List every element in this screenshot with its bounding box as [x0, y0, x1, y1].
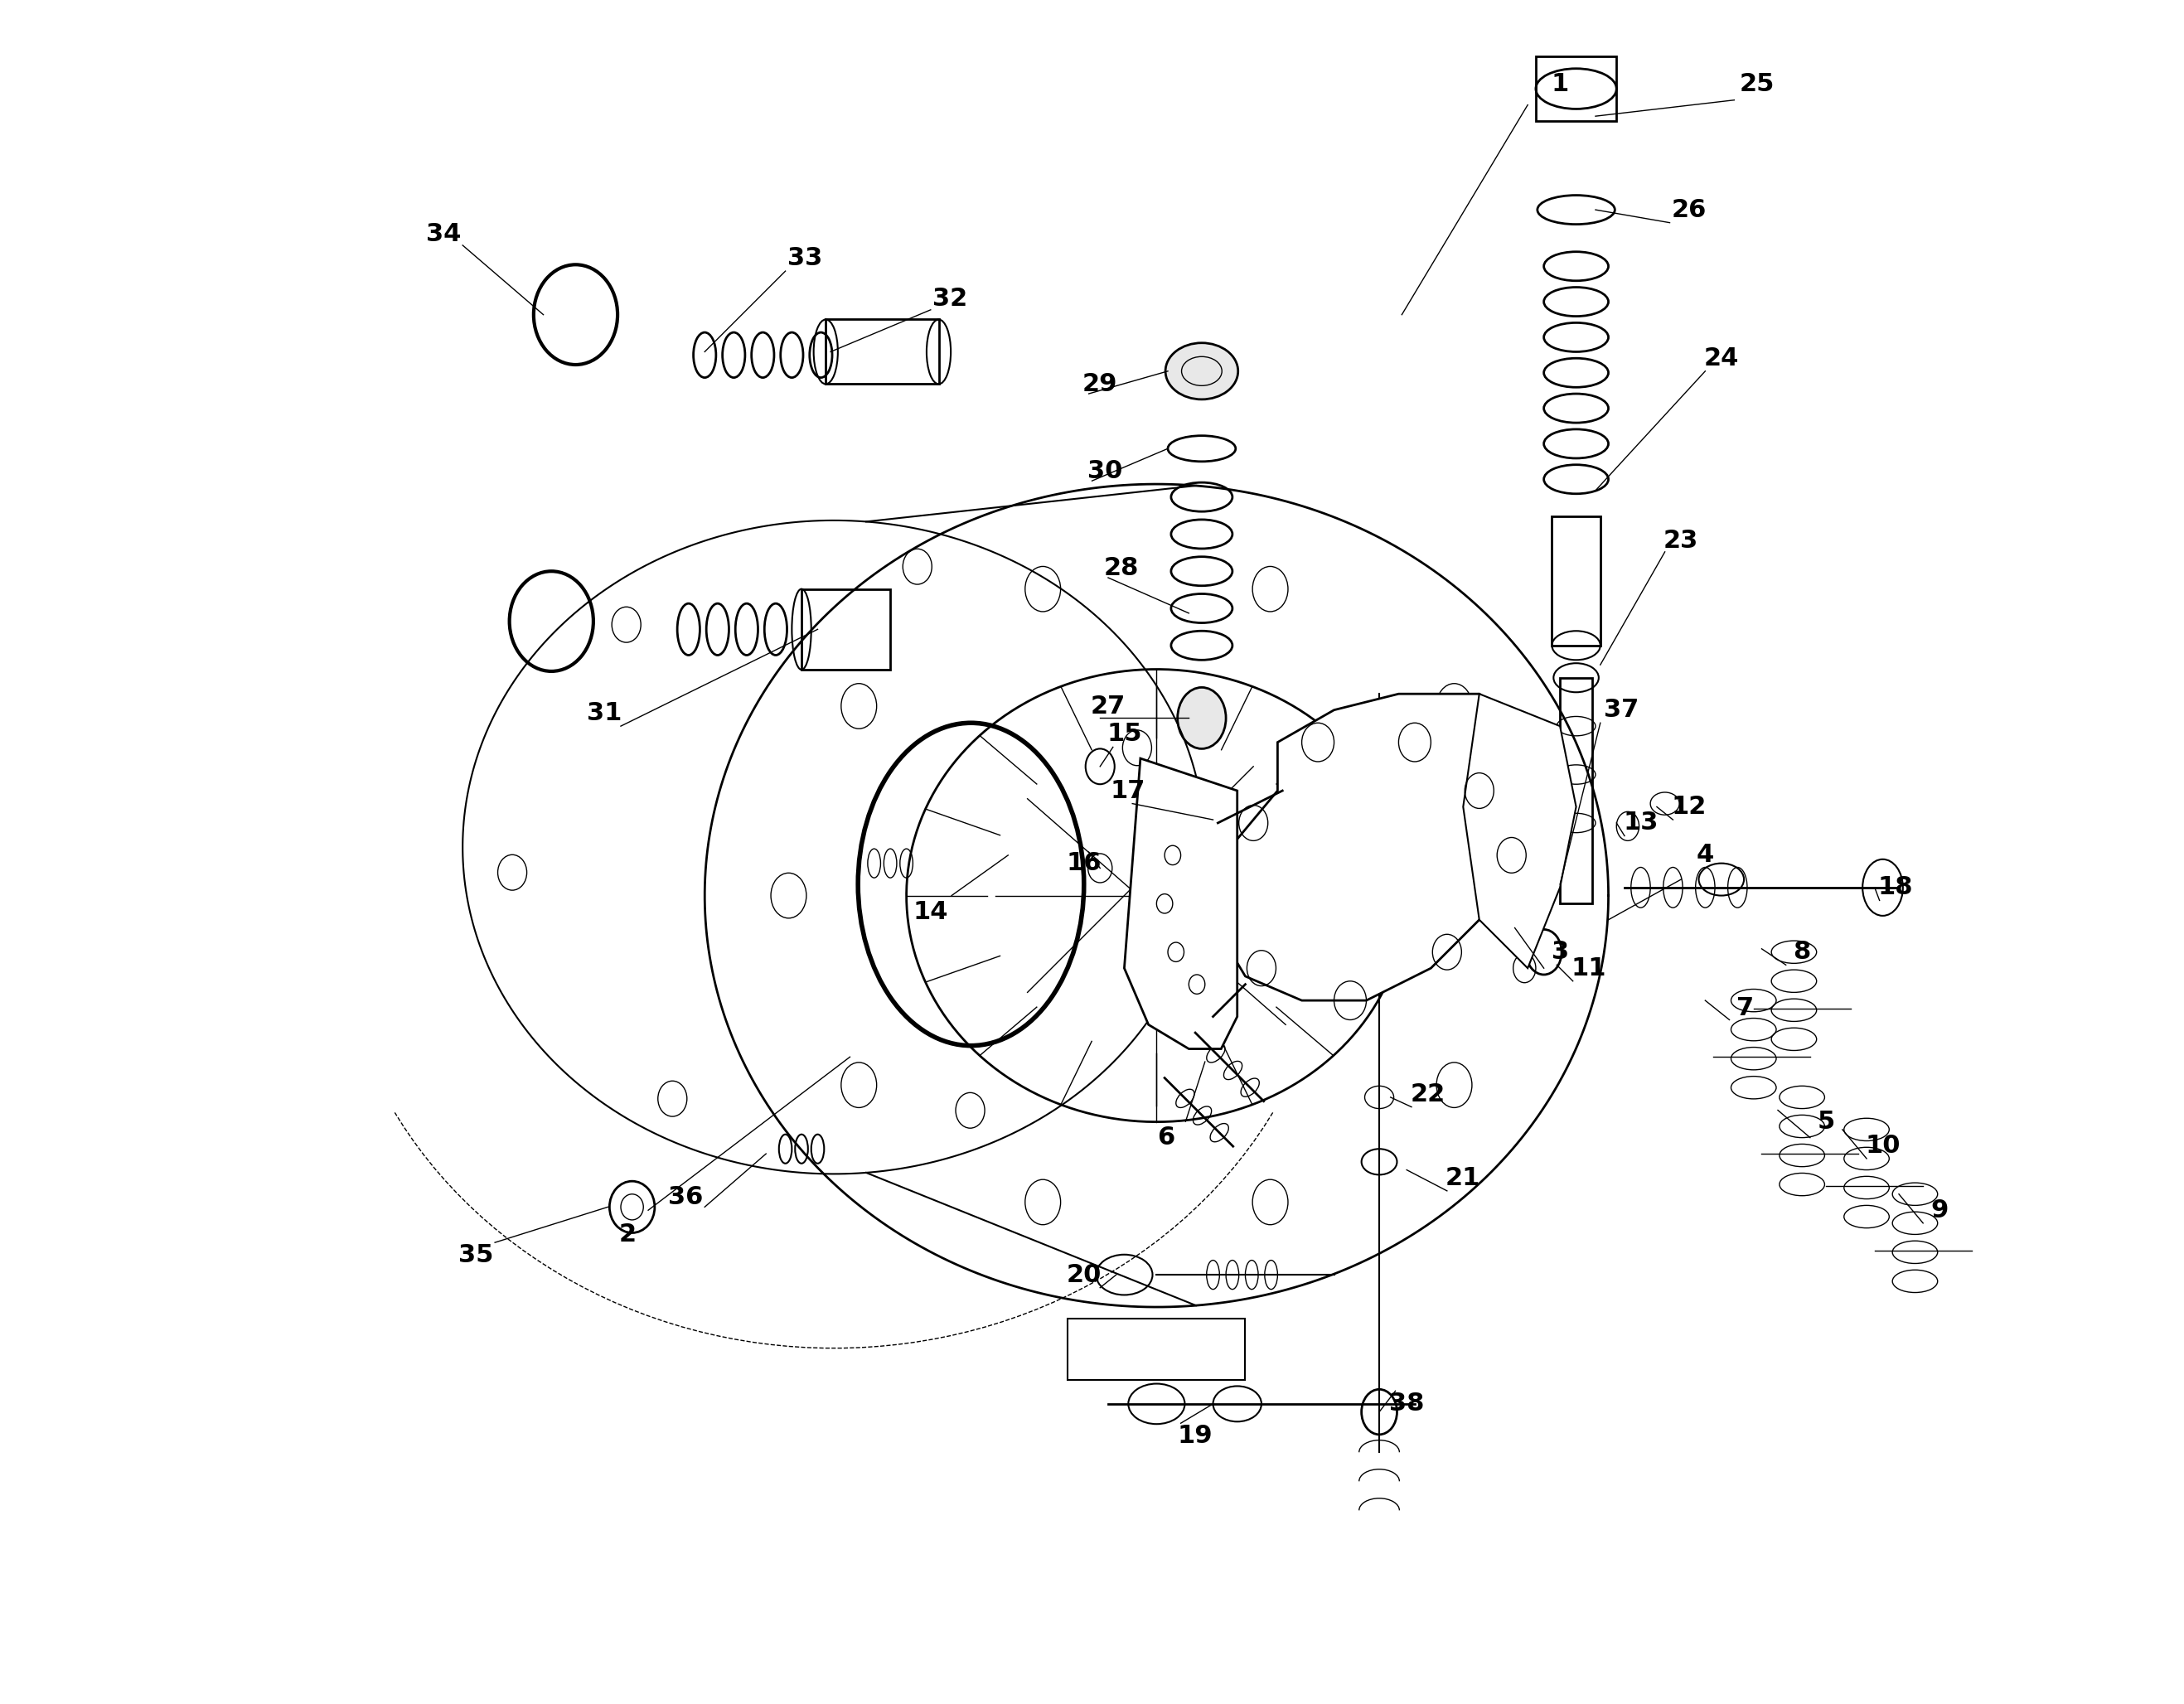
Text: 33: 33	[786, 245, 821, 271]
Text: 2: 2	[618, 1222, 636, 1246]
Text: 21: 21	[1446, 1166, 1481, 1189]
Text: 16: 16	[1066, 852, 1101, 876]
Polygon shape	[1125, 758, 1236, 1050]
Text: 3: 3	[1551, 941, 1568, 964]
Text: 22: 22	[1411, 1082, 1446, 1106]
Bar	[1559, 678, 1592, 903]
Text: 25: 25	[1738, 72, 1773, 95]
Text: 9: 9	[1931, 1198, 1948, 1222]
Polygon shape	[1221, 694, 1527, 1000]
Text: 15: 15	[1107, 722, 1142, 746]
Text: 38: 38	[1389, 1392, 1424, 1416]
Text: 5: 5	[1817, 1109, 1835, 1133]
Text: 4: 4	[1697, 843, 1714, 867]
Bar	[1553, 516, 1601, 646]
Text: 8: 8	[1793, 941, 1811, 964]
Text: 37: 37	[1603, 699, 1638, 722]
Text: 7: 7	[1736, 997, 1754, 1021]
Polygon shape	[1463, 694, 1577, 968]
Bar	[826, 320, 939, 383]
Text: 36: 36	[668, 1186, 703, 1210]
Text: 14: 14	[913, 900, 948, 924]
Text: 23: 23	[1664, 528, 1699, 552]
Text: 1: 1	[1551, 72, 1568, 95]
Text: 17: 17	[1109, 779, 1144, 803]
Text: 26: 26	[1671, 198, 1706, 222]
Text: 18: 18	[1878, 876, 1913, 900]
Text: 19: 19	[1177, 1425, 1212, 1448]
Text: 24: 24	[1704, 346, 1738, 370]
Ellipse shape	[1166, 343, 1238, 399]
Text: 31: 31	[587, 702, 622, 726]
Bar	[1535, 56, 1616, 121]
Text: 12: 12	[1671, 794, 1706, 820]
Text: 35: 35	[459, 1244, 494, 1268]
Text: 29: 29	[1083, 371, 1118, 395]
Text: 34: 34	[426, 222, 461, 245]
Text: 13: 13	[1623, 811, 1658, 835]
Ellipse shape	[1177, 687, 1225, 748]
Text: 10: 10	[1865, 1133, 1900, 1157]
Bar	[1068, 1319, 1245, 1380]
Text: 20: 20	[1066, 1263, 1101, 1287]
Text: 32: 32	[933, 286, 968, 310]
Text: 27: 27	[1090, 695, 1125, 719]
Text: 6: 6	[1158, 1126, 1175, 1150]
Text: 28: 28	[1103, 556, 1138, 579]
Bar	[802, 590, 891, 670]
Text: 11: 11	[1572, 956, 1607, 980]
Text: 30: 30	[1088, 458, 1123, 484]
